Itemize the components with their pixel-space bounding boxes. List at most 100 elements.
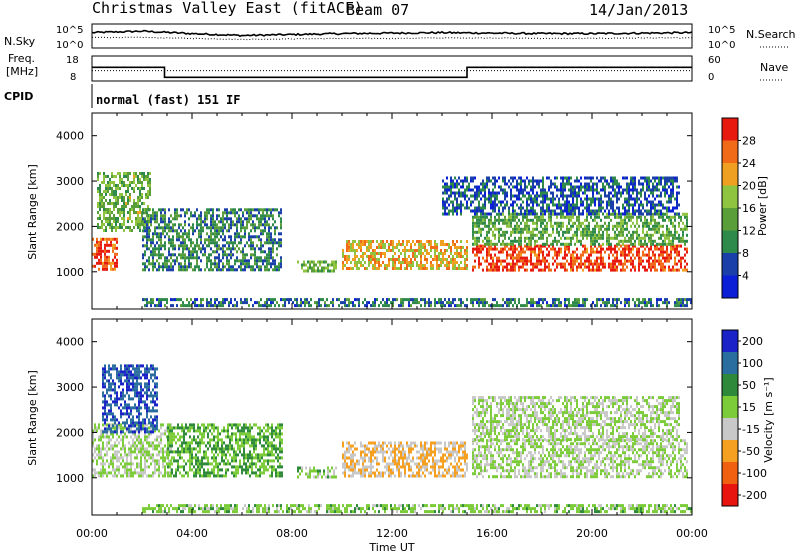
velocity-cell: [140, 468, 142, 472]
power-cell: [570, 194, 572, 198]
power-cell: [230, 217, 232, 221]
power-cell: [514, 301, 516, 305]
power-cell: [550, 215, 552, 219]
power-cell: [174, 247, 176, 251]
power-cell: [194, 214, 196, 218]
velocity-cell: [148, 453, 150, 457]
power-cell: [556, 185, 558, 189]
power-cell: [674, 304, 676, 308]
power-cell: [630, 262, 632, 266]
power-cell: [508, 253, 510, 257]
power-cell: [307, 269, 309, 273]
power-cell: [302, 301, 304, 305]
power-cell: [268, 304, 270, 308]
power-cell: [110, 267, 112, 271]
power-cell: [480, 262, 482, 266]
power-cell: [642, 250, 644, 254]
power-cell: [536, 182, 538, 186]
power-cell: [598, 197, 600, 201]
power-cell: [378, 267, 380, 270]
power-cell: [490, 221, 492, 225]
power-cell: [474, 215, 476, 219]
velocity-cell: [132, 438, 134, 442]
power-cell: [216, 298, 218, 302]
power-feature-0: [92, 237, 118, 271]
power-cell: [452, 212, 454, 216]
power-cell: [478, 265, 480, 269]
power-cell: [208, 208, 210, 212]
power-cell: [206, 259, 208, 263]
power-cell: [113, 217, 115, 220]
power-cell: [550, 200, 552, 204]
power-cell: [268, 235, 270, 239]
power-cell: [486, 259, 488, 263]
velocity-cell: [120, 453, 122, 457]
power-cell: [582, 200, 584, 204]
power-cell: [254, 259, 256, 263]
power-cell: [422, 267, 424, 270]
power-cell: [97, 205, 99, 208]
power-cell: [468, 188, 470, 192]
power-cell: [113, 184, 115, 187]
power-cell: [492, 191, 494, 195]
velocity-cell: [134, 471, 136, 475]
power-cell: [96, 243, 98, 247]
power-cell: [172, 259, 174, 263]
noise-right-tick-bottom: 10^0: [708, 40, 735, 51]
power-cell: [422, 246, 424, 249]
power-cell: [670, 215, 672, 219]
power-cell: [532, 250, 534, 254]
power-cell: [482, 304, 484, 308]
power-cell: [304, 304, 306, 308]
power-cell: [100, 252, 102, 256]
power-cell: [111, 226, 113, 229]
power-cell: [634, 244, 636, 248]
velocity-cell: [162, 450, 164, 454]
power-cell: [374, 255, 376, 258]
power-cell: [380, 243, 382, 246]
power-cell: [644, 176, 646, 180]
power-cell: [634, 239, 636, 243]
velocity-cell: [114, 474, 116, 478]
power-cell: [484, 242, 486, 246]
power-cell: [492, 224, 494, 228]
power-cell: [274, 229, 276, 233]
power-cell: [384, 243, 386, 246]
power-cell: [260, 250, 262, 254]
power-cell: [678, 224, 680, 228]
noise-left-tick-top: 10^5: [56, 25, 83, 36]
power-cell: [484, 206, 486, 210]
power-cell: [164, 262, 166, 266]
power-cell: [100, 258, 102, 262]
power-cell: [190, 244, 192, 248]
power-cell: [222, 304, 224, 308]
power-cell: [646, 301, 648, 305]
velocity-cell: [128, 468, 130, 472]
power-cell: [301, 266, 303, 270]
power-cell: [310, 304, 312, 308]
power-cell: [498, 256, 500, 260]
power-cell: [280, 256, 282, 260]
power-cell: [228, 262, 230, 266]
power-cell: [242, 268, 244, 272]
power-cell: [238, 208, 240, 212]
power-cell: [492, 230, 494, 234]
power-cell: [548, 250, 550, 254]
power-cell: [632, 265, 634, 269]
power-cell: [228, 226, 230, 230]
power-cell: [452, 240, 454, 243]
power-cell: [406, 249, 408, 252]
power-cell: [658, 221, 660, 225]
velocity-cell: [132, 474, 134, 478]
power-cell: [598, 209, 600, 213]
power-cell: [208, 301, 210, 305]
power-cell: [544, 191, 546, 195]
power-cell: [107, 220, 109, 223]
power-cell: [512, 218, 514, 222]
power-cell: [646, 218, 648, 222]
power-cell: [648, 250, 650, 254]
power-cell: [212, 223, 214, 227]
power-cell: [174, 262, 176, 266]
velocity-cell: [152, 441, 154, 445]
